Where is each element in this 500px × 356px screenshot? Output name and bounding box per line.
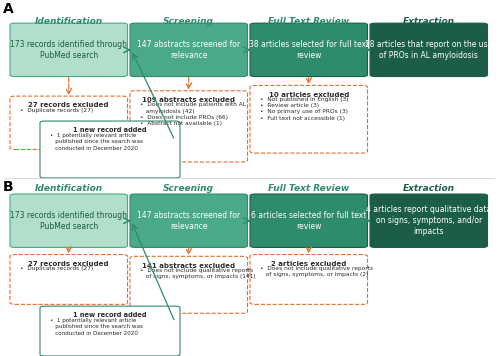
FancyBboxPatch shape — [370, 194, 488, 247]
Text: 147 abstracts screened for
relevance: 147 abstracts screened for relevance — [137, 40, 240, 60]
Text: 1 new record added: 1 new record added — [73, 313, 147, 318]
Text: Full Text Review: Full Text Review — [268, 17, 349, 26]
FancyBboxPatch shape — [250, 255, 368, 304]
FancyBboxPatch shape — [40, 306, 180, 356]
Text: 141 abstracts excluded: 141 abstracts excluded — [142, 263, 236, 268]
Text: 173 records identified through
PubMed search: 173 records identified through PubMed se… — [10, 40, 127, 60]
Text: 147 abstracts screened for
relevance: 147 abstracts screened for relevance — [137, 211, 240, 231]
Text: 38 articles selected for full text
review: 38 articles selected for full text revie… — [248, 40, 369, 60]
Text: 2 articles excluded: 2 articles excluded — [271, 261, 346, 267]
Text: 1 new record added: 1 new record added — [73, 127, 147, 133]
FancyBboxPatch shape — [10, 23, 128, 77]
Text: 109 abstracts excluded: 109 abstracts excluded — [142, 97, 236, 103]
FancyBboxPatch shape — [10, 255, 128, 304]
Text: 28 articles that report on the use
of PROs in AL amyloidosis: 28 articles that report on the use of PR… — [365, 40, 492, 60]
FancyBboxPatch shape — [250, 85, 368, 153]
Text: •  1 potentially relevant article
   published since the search was
   conducted: • 1 potentially relevant article publish… — [50, 133, 143, 151]
Text: •  Duplicate records (27): • Duplicate records (27) — [20, 266, 93, 271]
Text: Screening: Screening — [163, 17, 214, 26]
Text: •  Does not include qualitative reports
   of signs, symptoms, or impacts (2): • Does not include qualitative reports o… — [260, 266, 373, 277]
Text: 10 articles excluded: 10 articles excluded — [268, 92, 349, 98]
FancyBboxPatch shape — [130, 91, 248, 162]
Text: 27 records excluded: 27 records excluded — [28, 261, 109, 267]
Text: •  1 potentially relevant article
   published since the search was
   conducted: • 1 potentially relevant article publish… — [50, 318, 143, 336]
Text: A: A — [2, 2, 13, 16]
Text: Identification: Identification — [34, 184, 103, 193]
Text: Full Text Review: Full Text Review — [268, 184, 349, 193]
FancyBboxPatch shape — [370, 23, 488, 77]
Text: •  Duplicate records (27): • Duplicate records (27) — [20, 108, 93, 113]
FancyBboxPatch shape — [40, 121, 180, 178]
Text: Extraction: Extraction — [403, 184, 455, 193]
FancyBboxPatch shape — [130, 23, 248, 77]
Text: 173 records identified through
PubMed search: 173 records identified through PubMed se… — [10, 211, 127, 231]
Text: 4 articles report qualitative data
on signs, symptoms, and/or
impacts: 4 articles report qualitative data on si… — [366, 205, 492, 236]
FancyBboxPatch shape — [10, 96, 128, 150]
Text: •  Not published in English (3)
•  Review article (3)
•  No primary use of PROs : • Not published in English (3) • Review … — [260, 97, 348, 121]
FancyBboxPatch shape — [130, 194, 248, 247]
FancyBboxPatch shape — [130, 256, 248, 313]
Text: Extraction: Extraction — [403, 17, 455, 26]
FancyBboxPatch shape — [250, 194, 368, 247]
Text: Identification: Identification — [34, 17, 103, 26]
Text: •  Does not include patients with AL
   amyloidosis (42)
•  Does not include PRO: • Does not include patients with AL amyl… — [140, 103, 246, 126]
Text: Screening: Screening — [163, 184, 214, 193]
FancyBboxPatch shape — [250, 23, 368, 77]
FancyBboxPatch shape — [10, 194, 128, 247]
Text: •  Does not include qualitative reports
   of signs, symptoms, or impacts (141): • Does not include qualitative reports o… — [140, 268, 256, 279]
Text: B: B — [2, 180, 13, 194]
Text: 27 records excluded: 27 records excluded — [28, 103, 109, 108]
Text: 6 articles selected for full text
review: 6 articles selected for full text review — [251, 211, 366, 231]
